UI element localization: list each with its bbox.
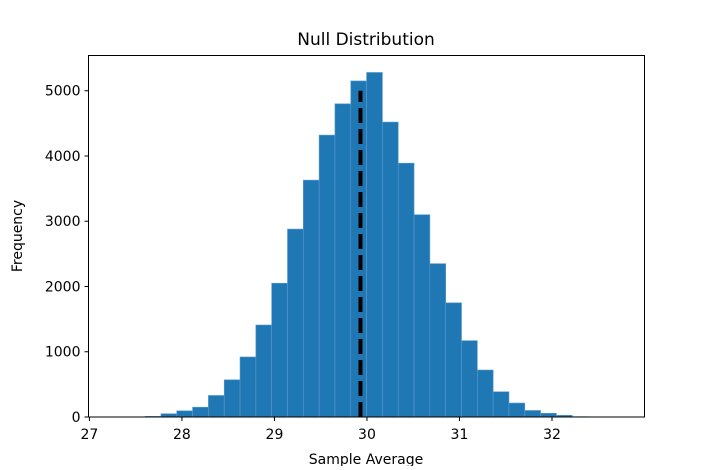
histogram-bar bbox=[446, 303, 462, 417]
histogram-bar bbox=[541, 413, 557, 417]
x-axis-label: Sample Average bbox=[309, 452, 423, 466]
histogram-bar bbox=[256, 325, 272, 417]
x-tick-label: 27 bbox=[81, 427, 99, 443]
histogram-bar bbox=[414, 215, 430, 417]
y-tick-label: 1000 bbox=[45, 345, 81, 361]
histogram-bar bbox=[208, 395, 224, 417]
x-tick-label: 30 bbox=[358, 427, 376, 443]
y-tick-label: 2000 bbox=[45, 279, 81, 295]
x-tick-label: 32 bbox=[543, 427, 561, 443]
histogram-bar bbox=[319, 135, 335, 417]
chart-title: Null Distribution bbox=[297, 30, 435, 50]
histogram-bar bbox=[240, 357, 256, 417]
histogram-bar bbox=[287, 229, 303, 417]
histogram-bar bbox=[303, 180, 319, 417]
y-tick-label: 3000 bbox=[45, 214, 81, 230]
y-tick-label: 0 bbox=[72, 410, 81, 426]
histogram-bar bbox=[398, 163, 414, 417]
histogram-bar bbox=[177, 411, 193, 417]
histogram-bar bbox=[493, 392, 509, 417]
histogram-bar bbox=[525, 410, 541, 417]
histogram-bar bbox=[509, 403, 525, 417]
x-tick-label: 29 bbox=[266, 427, 284, 443]
histogram-bar bbox=[430, 264, 446, 417]
y-tick-label: 5000 bbox=[45, 84, 81, 100]
histogram-bar bbox=[477, 370, 493, 417]
histogram-bar bbox=[272, 283, 288, 417]
histogram-bar bbox=[462, 341, 478, 417]
histogram-bar bbox=[193, 407, 209, 417]
histogram-bar bbox=[335, 104, 351, 417]
x-tick-label: 31 bbox=[451, 427, 469, 443]
y-tick-label: 4000 bbox=[45, 149, 81, 165]
y-axis-label: Frequency bbox=[10, 200, 26, 272]
histogram-bar bbox=[382, 122, 398, 417]
histogram-bar bbox=[367, 72, 383, 417]
histogram-bar bbox=[224, 380, 240, 417]
x-tick-label: 28 bbox=[173, 427, 191, 443]
